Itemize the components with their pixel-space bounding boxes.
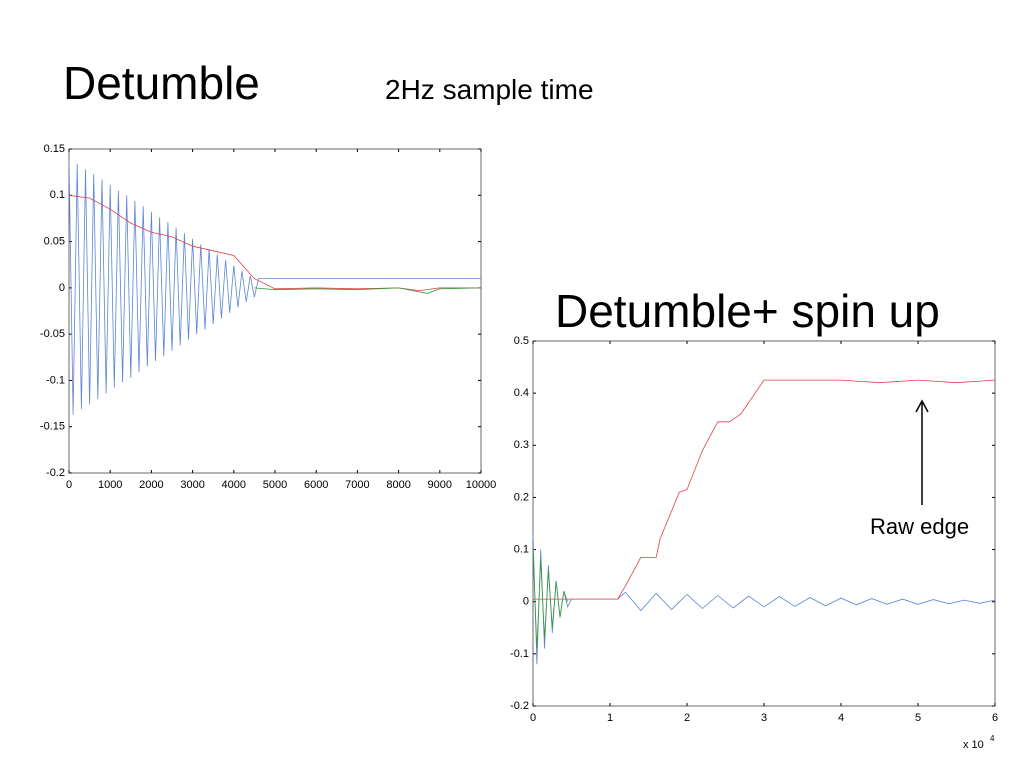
y-tick-label: 0.1 (514, 543, 529, 555)
x-tick-label: 1 (607, 712, 613, 724)
chart-title: Detumble (63, 57, 260, 109)
y-tick-label: 0.5 (514, 335, 529, 347)
x-scale-exponent: 4 (990, 734, 995, 743)
x-tick-label: 0 (530, 712, 536, 724)
data-line (532, 549, 568, 649)
x-tick-label: 6 (992, 712, 998, 724)
chart-subtitle: 2Hz sample time (385, 74, 594, 105)
plot-frame (68, 148, 482, 474)
y-tick-label: -0.05 (40, 328, 65, 340)
x-tick-label: 2000 (139, 479, 163, 491)
x-tick-label: 5000 (263, 479, 287, 491)
y-tick-label: -0.1 (46, 374, 65, 386)
chart-title: Detumble+ spin up (555, 285, 940, 337)
x-scale-label: x 10 (963, 739, 984, 751)
x-tick-label: 0 (66, 479, 72, 491)
x-tick-label: 7000 (345, 479, 369, 491)
x-tick-label: 3000 (180, 479, 204, 491)
y-tick-label: -0.1 (510, 648, 529, 660)
annotation-arrowhead (915, 399, 929, 413)
annotation: Raw edge (870, 514, 969, 539)
x-tick-label: 8000 (386, 479, 410, 491)
x-tick-label: 4000 (222, 479, 246, 491)
y-tick-label: 0.3 (514, 439, 529, 451)
x-tick-label: 1000 (98, 479, 122, 491)
y-tick-label: 0 (523, 596, 529, 608)
x-tick-label: 5 (915, 712, 921, 724)
data-line (533, 379, 996, 600)
x-tick-label: 9000 (428, 479, 452, 491)
x-tick-label: 4 (838, 712, 844, 724)
y-tick-label: 0.2 (514, 491, 529, 503)
y-tick-label: 0.15 (44, 143, 65, 155)
x-tick-label: 10000 (466, 479, 497, 491)
data-line (68, 158, 481, 415)
y-tick-label: 0.05 (44, 235, 65, 247)
y-tick-label: 0.1 (50, 189, 65, 201)
data-line (254, 287, 482, 294)
y-tick-label: -0.2 (510, 700, 529, 712)
y-tick-label: -0.2 (46, 467, 65, 479)
x-tick-label: 3 (761, 712, 767, 724)
x-tick-label: 6000 (304, 479, 328, 491)
y-tick-label: 0.4 (514, 387, 529, 399)
data-line (68, 194, 481, 292)
y-tick-label: -0.15 (40, 421, 65, 433)
y-tick-label: 0 (59, 282, 65, 294)
x-tick-label: 2 (684, 712, 690, 724)
